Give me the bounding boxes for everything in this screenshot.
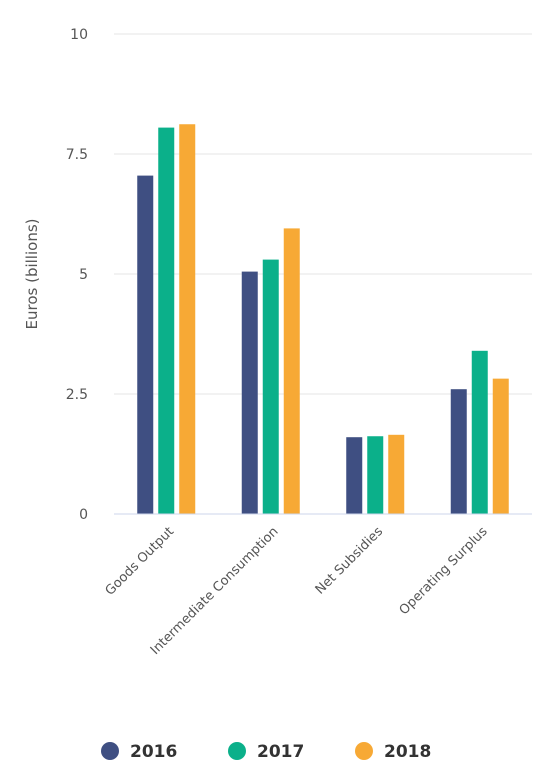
bar-2018-intermediate-consumption[interactable] <box>283 228 300 514</box>
legend-marker <box>355 742 373 760</box>
bar-2016-net-subsidies[interactable] <box>346 437 363 514</box>
legend-marker <box>228 742 246 760</box>
bar-2017-intermediate-consumption[interactable] <box>262 259 279 514</box>
bar-2018-goods-output[interactable] <box>179 124 196 515</box>
legend-item-2018[interactable]: 2018 <box>355 742 431 762</box>
legend-label: 2016 <box>130 742 177 762</box>
bars <box>137 124 509 515</box>
bar-2017-goods-output[interactable] <box>158 127 175 514</box>
bar-2018-net-subsidies[interactable] <box>388 434 405 514</box>
legend-item-2016[interactable]: 2016 <box>101 742 177 762</box>
bar-2017-net-subsidies[interactable] <box>367 436 384 514</box>
legend-label: 2017 <box>257 742 304 762</box>
grid-lines <box>114 33 532 395</box>
legend-item-2017[interactable]: 2017 <box>228 742 304 762</box>
legend: 2016 2017 2018 <box>101 742 431 762</box>
y-axis-tick-labels: 0 2.5 5 7.5 10 <box>66 27 88 523</box>
y-tick-label: 7.5 <box>66 147 88 163</box>
x-category-label: Goods Output <box>103 524 177 598</box>
y-tick-label: 0 <box>79 507 88 523</box>
legend-marker <box>101 742 119 760</box>
bar-2017-operating-surplus[interactable] <box>471 350 488 514</box>
bar-2016-intermediate-consumption[interactable] <box>241 271 258 514</box>
x-category-label: Operating Surplus <box>397 524 491 618</box>
bar-2016-goods-output[interactable] <box>137 175 154 514</box>
x-category-label: Net Subsidies <box>313 524 386 597</box>
legend-label: 2018 <box>384 742 431 762</box>
y-axis-title: Euros (billions) <box>23 219 41 330</box>
y-tick-label: 10 <box>70 27 88 43</box>
bar-2016-operating-surplus[interactable] <box>450 389 467 514</box>
bar-2018-operating-surplus[interactable] <box>492 378 509 514</box>
y-tick-label: 2.5 <box>66 387 88 403</box>
y-tick-label: 5 <box>79 267 88 283</box>
x-category-label: Intermediate Consumption <box>148 524 282 658</box>
